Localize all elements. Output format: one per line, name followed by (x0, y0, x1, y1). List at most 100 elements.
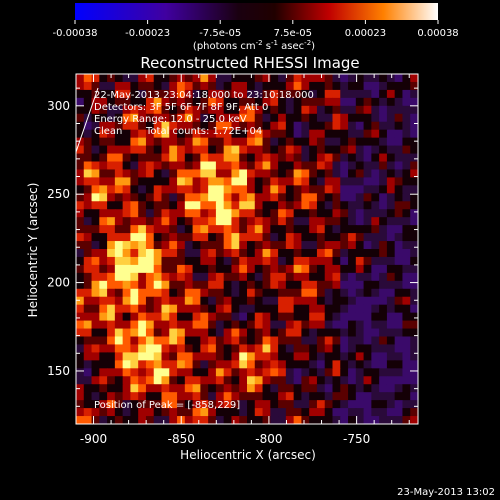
heatmap-cell (379, 264, 388, 274)
heatmap-cell (262, 129, 271, 139)
heatmap-cell (270, 272, 279, 282)
heatmap-cell (83, 328, 93, 338)
heatmap-cell (293, 272, 303, 282)
heatmap-cell (386, 233, 396, 242)
heatmap-cell (184, 193, 194, 202)
heatmap-cell (83, 217, 93, 226)
heatmap-cell (99, 161, 108, 171)
heatmap-cell (215, 97, 225, 107)
heatmap-cell (348, 201, 357, 210)
heatmap-cell (270, 352, 279, 361)
heatmap-cell (138, 320, 147, 330)
heatmap-cell (145, 400, 155, 409)
heatmap-cell (371, 408, 380, 417)
heatmap-cell (301, 320, 310, 330)
heatmap-cell (161, 233, 170, 242)
heatmap-cell (215, 296, 225, 306)
heatmap-cell (340, 241, 349, 250)
heatmap-cell (184, 408, 194, 417)
heatmap-cell (169, 264, 178, 274)
heatmap-cell (254, 296, 264, 306)
heatmap-cell (153, 249, 163, 258)
heatmap-cell (371, 352, 380, 361)
heatmap-cell (254, 368, 264, 377)
heatmap-cell (83, 400, 93, 409)
heatmap-cell (355, 296, 365, 306)
heatmap-cell (348, 193, 357, 202)
heatmap-cell (130, 272, 139, 282)
heatmap-cell (223, 105, 233, 115)
heatmap-cell (223, 352, 233, 361)
heatmap-cell (332, 416, 341, 424)
heatmap-cell (247, 145, 256, 155)
heatmap-cell (169, 121, 178, 131)
heatmap-cell (394, 129, 404, 139)
heatmap-cell (76, 137, 85, 147)
heatmap-cell (285, 296, 295, 306)
heatmap-cell (285, 97, 295, 107)
heatmap-cell (107, 264, 116, 274)
heatmap-cell (138, 392, 147, 401)
heatmap-cell (309, 153, 318, 163)
heatmap-cell (309, 360, 318, 369)
heatmap-cell (208, 201, 217, 210)
heatmap-cell (200, 320, 209, 330)
heatmap-cell (379, 233, 388, 242)
heatmap-cell (107, 193, 116, 202)
heatmap-cell (231, 256, 240, 266)
heatmap-cell (223, 328, 233, 338)
heatmap-cell (363, 408, 372, 417)
heatmap-cell (410, 81, 418, 91)
heatmap-cell (316, 256, 326, 266)
heatmap-cell (83, 169, 93, 178)
heatmap-cell (309, 137, 318, 147)
heatmap-cell (278, 328, 287, 338)
heatmap-cell (332, 74, 341, 83)
heatmap-cell (200, 161, 209, 171)
heatmap-cell (215, 193, 225, 202)
heatmap-cell (394, 233, 404, 242)
heatmap-cell (177, 352, 186, 361)
heatmap-cell (394, 209, 404, 218)
heatmap-cell (153, 113, 163, 123)
heatmap-cell (371, 129, 380, 139)
heatmap-cell (270, 249, 279, 258)
heatmap-cell (99, 201, 108, 210)
heatmap-cell (138, 89, 147, 99)
colorbar-tick-label: 0.00023 (345, 28, 386, 39)
heatmap-cell (324, 97, 334, 107)
heatmap-cell (316, 129, 326, 139)
heatmap-cell (192, 169, 201, 178)
heatmap-cell (340, 272, 349, 282)
heatmap-cell (208, 105, 217, 115)
heatmap-cell (138, 256, 147, 266)
heatmap-cell (76, 241, 85, 250)
heatmap-cell (91, 376, 100, 385)
heatmap-cell (76, 81, 85, 91)
heatmap-cell (200, 336, 209, 346)
heatmap-cell (340, 249, 349, 258)
heatmap-cell (99, 304, 108, 314)
heatmap-cell (177, 121, 186, 131)
heatmap-cell (76, 249, 85, 258)
heatmap-cell (239, 121, 248, 131)
heatmap-cell (355, 129, 365, 139)
heatmap-cell (316, 312, 326, 322)
heatmap-cell (386, 296, 396, 306)
heatmap-cell (254, 97, 264, 107)
heatmap-cell (402, 249, 411, 258)
heatmap-cell (340, 97, 349, 107)
heatmap-cell (169, 352, 178, 361)
heatmap-cell (107, 256, 116, 266)
heatmap-cell (278, 241, 287, 250)
heatmap-cell (83, 272, 93, 282)
heatmap-cell (130, 392, 139, 401)
heatmap-cell (247, 81, 256, 91)
heatmap-cell (200, 233, 209, 242)
heatmap-cell (309, 392, 318, 401)
heatmap-cell (83, 368, 93, 377)
heatmap-cell (386, 145, 396, 155)
heatmap-cell (138, 368, 147, 377)
heatmap-cell (161, 392, 170, 401)
heatmap-cell (371, 376, 380, 385)
